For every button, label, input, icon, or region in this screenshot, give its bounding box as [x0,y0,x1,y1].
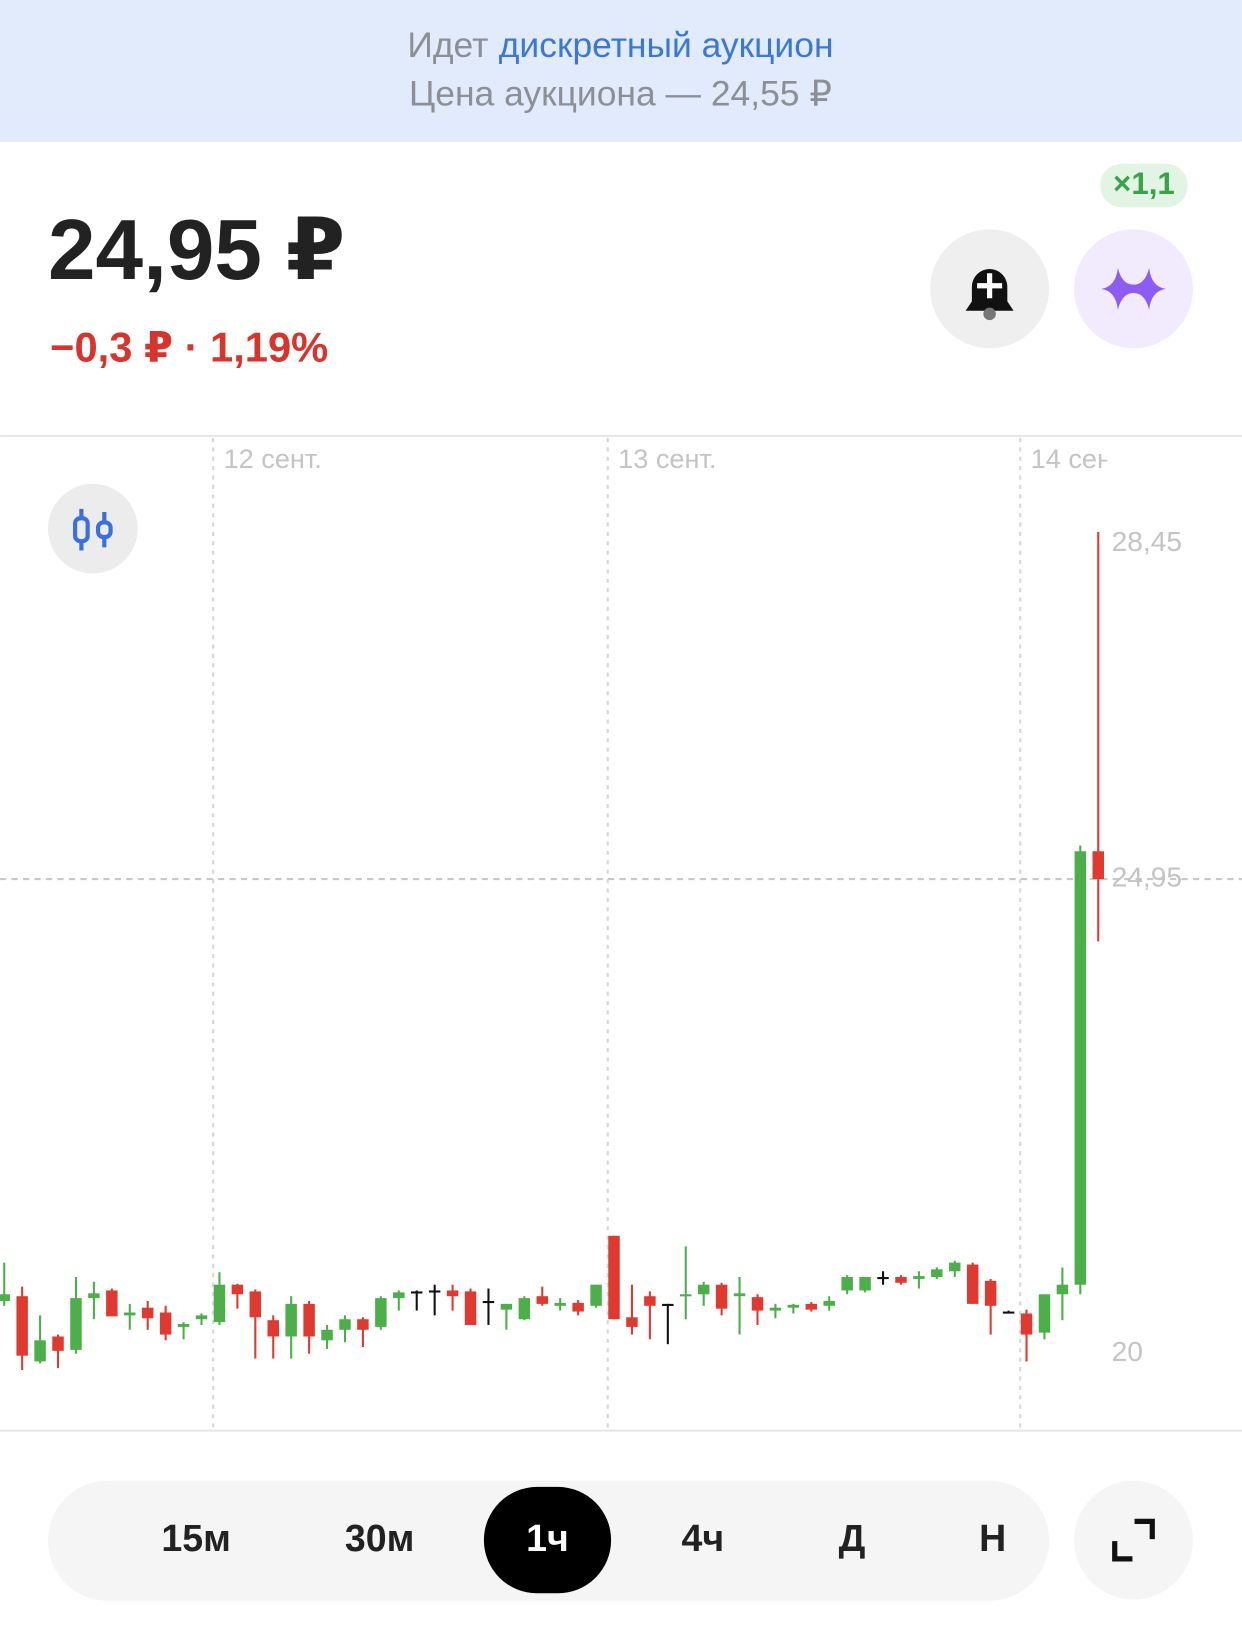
candle-body [1038,1294,1051,1333]
candle-body [859,1277,871,1291]
candle-body [52,1336,64,1351]
candle-body [285,1303,297,1337]
timeframe-option[interactable]: Д [839,1517,866,1559]
candle-body [195,1315,208,1320]
fullscreen-button[interactable] [1074,1480,1193,1600]
y-tick-label: 20 [1112,1336,1143,1367]
candle-body [106,1290,118,1317]
candle-body [410,1291,423,1294]
candle-body [393,1292,405,1299]
status-text: Идет [407,25,488,65]
candle-body [1020,1313,1033,1335]
active-timeframe [483,1486,612,1594]
candle-body [321,1329,333,1341]
candle-body [34,1340,46,1362]
x-tick-label: 12 сент. [224,443,322,474]
candle-body [626,1317,638,1327]
candle-body [141,1307,154,1319]
candle-body [984,1280,997,1306]
timeframes: 15м 30м 1ч 4ч Д Н [161,1486,1006,1594]
price-change: −0,3 ₽ · 1,19% [50,323,328,370]
candle-body [267,1320,279,1337]
candle-body [249,1291,262,1318]
auction-banner [0,0,1242,142]
candle-body [518,1298,531,1320]
candle-body [70,1298,82,1350]
candle-body [769,1307,782,1311]
candle-body [1092,851,1104,880]
candle-body [895,1277,907,1283]
candle-body [931,1269,943,1278]
candle-body [751,1297,764,1311]
auction-price: Цена аукциона — 24,55 ₽ [409,73,832,113]
candle-body [0,1294,10,1301]
candle-body [428,1290,441,1293]
candle-body [124,1312,136,1316]
candle-body [536,1296,549,1304]
timeframe-option[interactable]: Н [979,1517,1006,1559]
candle-body [966,1264,979,1304]
candle-body [805,1303,818,1310]
banner-status: Идет дискретный аукцион [407,25,833,65]
badge-text: ×1,1 [1113,166,1175,201]
candle-body [464,1291,477,1325]
candle-body [608,1235,620,1320]
timeframe-option[interactable]: 1ч [526,1517,569,1559]
candle-body [339,1319,351,1330]
y-tick-label: 28,45 [1112,526,1182,557]
candle-body [733,1293,746,1297]
chart: 12 сент. 13 сент. 14 сент. 20 24,95 28,45 [0,437,1242,1429]
candle-body [1056,1284,1069,1295]
candle-body [572,1302,584,1312]
price: 24,95 ₽ [48,203,345,298]
candle-body [231,1284,244,1295]
date-labels: 12 сент. 13 сент. 14 сент. [224,443,1129,474]
timeframe-option[interactable]: 4ч [682,1517,725,1559]
candle-body [1074,851,1087,1285]
multiplier-badge [1100,163,1188,208]
candle-body [590,1284,602,1306]
status-link[interactable]: дискретный аукцион [499,25,834,65]
candle-body [303,1303,315,1337]
timeframe-option[interactable]: 30м [345,1517,414,1559]
candle-body [697,1284,710,1295]
candle-body [482,1300,495,1304]
timeframe-option[interactable]: 15м [161,1517,230,1559]
candle-body [446,1290,459,1297]
candle-body [554,1302,566,1306]
ai-button[interactable] [1074,229,1193,349]
candle-body [877,1277,889,1280]
candle-body [644,1296,656,1306]
candle-body [375,1298,387,1327]
x-tick-label: 14 сент. [1031,443,1129,474]
candle-body [88,1293,100,1299]
candle-body [715,1284,728,1309]
chart-type-button[interactable] [48,483,138,574]
candle-body [949,1262,961,1272]
alert-button[interactable] [930,229,1050,349]
candle-body [823,1300,835,1306]
candle-body [913,1276,925,1279]
candle-body [159,1312,172,1335]
candle-body [213,1284,226,1323]
candle-body [500,1303,513,1310]
x-tick-label: 13 сент. [618,443,716,474]
candle-body [787,1304,800,1308]
candle-body [16,1296,28,1356]
candle-body [662,1303,674,1306]
candle-body [680,1294,692,1297]
candle-body [1002,1311,1015,1314]
candle-body [357,1319,369,1330]
y-tick-label: 24,95 [1112,861,1182,892]
candle-body [177,1324,190,1327]
candle-body [841,1277,853,1291]
